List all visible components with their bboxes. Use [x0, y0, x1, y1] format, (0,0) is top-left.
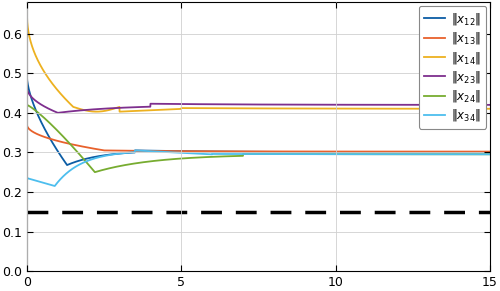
$\Vert x_{12}\Vert$: [24, 75, 30, 79]
$\Vert x_{34}\Vert$: [487, 152, 493, 156]
$\Vert x_{24}\Vert$: [92, 171, 98, 174]
$\Vert x_{13}\Vert$: [478, 150, 484, 153]
$\Vert x_{23}\Vert$: [77, 109, 83, 112]
$\Vert x_{34}\Vert$: [52, 184, 58, 188]
$\Vert x_{13}\Vert$: [487, 150, 493, 153]
$\Vert x_{13}\Vert$: [202, 150, 207, 153]
$\Vert x_{24}\Vert$: [222, 155, 228, 158]
$\Vert x_{14}\Vert$: [487, 107, 493, 111]
$\Vert x_{14}\Vert$: [478, 107, 484, 111]
$\Vert x_{34}\Vert$: [104, 154, 110, 157]
$\Vert x_{13}\Vert$: [104, 149, 110, 152]
Line: $\Vert x_{14}\Vert$: $\Vert x_{14}\Vert$: [27, 14, 490, 112]
$\Vert x_{23}\Vert$: [487, 103, 493, 107]
$\Vert x_{24}\Vert$: [428, 152, 434, 156]
$\Vert x_{23}\Vert$: [24, 85, 30, 89]
$\Vert x_{23}\Vert$: [222, 103, 228, 106]
$\Vert x_{14}\Vert$: [24, 12, 30, 16]
$\Vert x_{14}\Vert$: [104, 109, 110, 112]
$\Vert x_{13}\Vert$: [222, 150, 228, 153]
$\Vert x_{34}\Vert$: [222, 152, 228, 156]
$\Vert x_{34}\Vert$: [77, 163, 83, 166]
$\Vert x_{24}\Vert$: [76, 153, 82, 156]
Line: $\Vert x_{23}\Vert$: $\Vert x_{23}\Vert$: [27, 87, 490, 113]
$\Vert x_{34}\Vert$: [132, 149, 138, 152]
$\Vert x_{13}\Vert$: [428, 150, 434, 153]
$\Vert x_{34}\Vert$: [428, 152, 434, 156]
$\Vert x_{14}\Vert$: [202, 107, 207, 110]
$\Vert x_{12}\Vert$: [428, 150, 434, 154]
$\Vert x_{13}\Vert$: [24, 123, 30, 127]
$\Vert x_{14}\Vert$: [222, 107, 228, 110]
Line: $\Vert x_{13}\Vert$: $\Vert x_{13}\Vert$: [27, 125, 490, 152]
$\Vert x_{12}\Vert$: [64, 163, 70, 167]
$\Vert x_{13}\Vert$: [76, 144, 82, 148]
Line: $\Vert x_{24}\Vert$: $\Vert x_{24}\Vert$: [27, 105, 490, 172]
Legend: $\Vert x_{12}\Vert$, $\Vert x_{13}\Vert$, $\Vert x_{14}\Vert$, $\Vert x_{23}\Ver: $\Vert x_{12}\Vert$, $\Vert x_{13}\Vert$…: [418, 6, 486, 129]
Line: $\Vert x_{34}\Vert$: $\Vert x_{34}\Vert$: [27, 150, 490, 186]
$\Vert x_{23}\Vert$: [104, 107, 110, 110]
$\Vert x_{24}\Vert$: [202, 155, 207, 159]
$\Vert x_{12}\Vert$: [202, 150, 207, 153]
$\Vert x_{24}\Vert$: [104, 167, 110, 171]
$\Vert x_{23}\Vert$: [202, 102, 207, 106]
$\Vert x_{34}\Vert$: [478, 152, 484, 156]
$\Vert x_{24}\Vert$: [24, 103, 30, 107]
$\Vert x_{12}\Vert$: [104, 153, 110, 157]
$\Vert x_{24}\Vert$: [478, 152, 484, 156]
$\Vert x_{14}\Vert$: [428, 107, 434, 111]
$\Vert x_{23}\Vert$: [55, 111, 61, 115]
$\Vert x_{14}\Vert$: [76, 107, 82, 111]
$\Vert x_{23}\Vert$: [428, 103, 434, 107]
$\Vert x_{12}\Vert$: [487, 150, 493, 154]
$\Vert x_{24}\Vert$: [487, 152, 493, 156]
$\Vert x_{34}\Vert$: [202, 152, 208, 156]
$\Vert x_{12}\Vert$: [478, 150, 484, 154]
Line: $\Vert x_{12}\Vert$: $\Vert x_{12}\Vert$: [27, 77, 490, 165]
$\Vert x_{14}\Vert$: [94, 110, 100, 113]
$\Vert x_{23}\Vert$: [478, 103, 484, 107]
$\Vert x_{34}\Vert$: [24, 176, 30, 180]
$\Vert x_{12}\Vert$: [77, 159, 83, 162]
$\Vert x_{12}\Vert$: [222, 150, 228, 153]
